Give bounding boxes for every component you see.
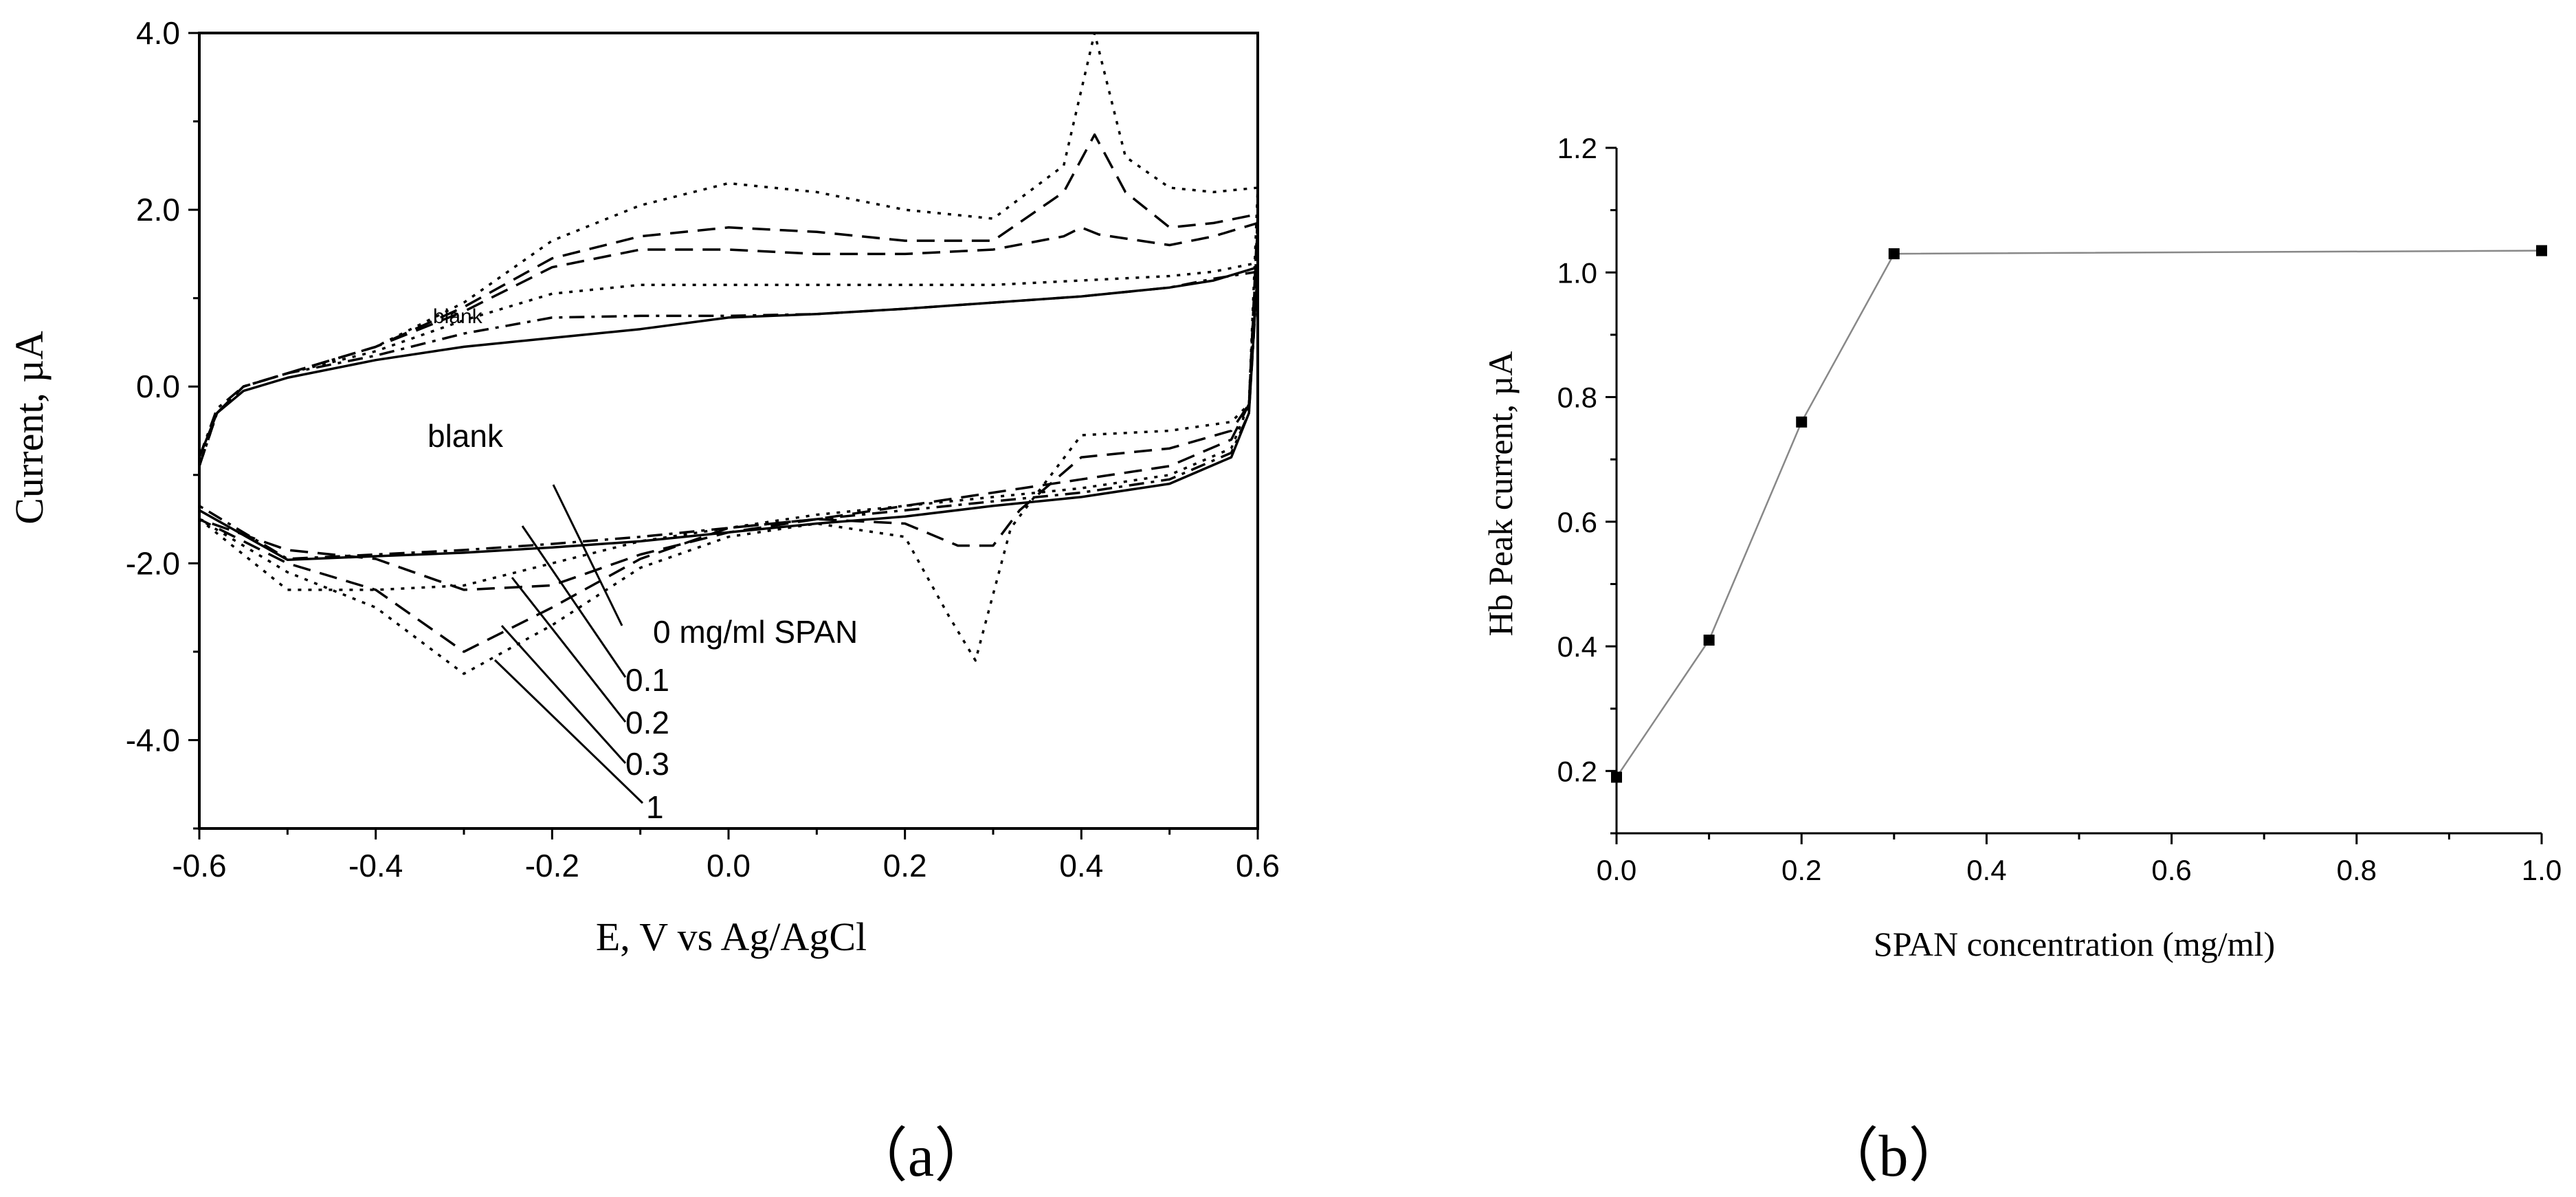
peak-series [1611,245,2547,783]
cv-x-tick-label: -0.2 [525,848,579,883]
peak-data-point [1611,771,1622,783]
peak-y-tick-label: 0.6 [1557,506,1597,538]
cv-x-axis-title: E, V vs Ag/AgCl [596,914,867,959]
peak-current-chart-panel-b: 0.0 0.2 0.4 0.6 0.8 1.0 0.2 0.4 0.6 0.8 1.0 1.2 SPA… [1481,132,2562,963]
cv-y-tick-label: -4.0 [126,722,180,758]
cv-curve-2 [198,261,1259,591]
peak-data-point [2536,245,2547,256]
cv-curve-4 [198,133,1259,653]
cv-plot-area [198,32,1259,830]
peak-x-axis-title: SPAN concentration (mg/ml) [1874,925,2275,963]
leader-0.1 [521,525,627,678]
label-0.1: 0.1 [625,662,669,698]
caption-b: （b） [1820,1123,1968,1189]
cv-x-tick-label: -0.4 [348,848,403,883]
cv-x-tick-label: 0.6 [1236,848,1280,883]
cv-curves [198,32,1259,675]
peak-data-point [1796,416,1808,428]
peak-connecting-line [1615,250,2542,778]
caption-a: （a） [849,1123,993,1189]
cv-y-tick-label: -2.0 [126,545,180,581]
label-1: 1 [646,789,664,825]
leader-1 [493,659,644,804]
peak-axis-ticks: 0.0 0.2 0.4 0.6 0.8 1.0 0.2 0.4 0.6 0.8 1.0 1.2 [1557,132,2562,886]
peak-y-tick-label: 1.0 [1557,256,1597,289]
annotation-leader-lines [493,484,644,804]
peak-x-tick-label: 0.4 [1966,854,2006,886]
cv-axis-ticks: -0.6 -0.4 -0.2 0.0 0.2 0.4 0.6 -4.0 -2.0 0.0 2.0 4.… [126,15,1280,883]
label-0-mg-ml-span: 0 mg/ml SPAN [653,614,858,650]
peak-x-tick-label: 0.8 [2337,854,2377,886]
leader-0.2 [511,577,627,723]
cv-x-tick-label: 0.4 [1059,848,1103,883]
peak-x-tick-label: 1.0 [2522,854,2562,886]
cv-y-tick-label: 0.0 [136,369,180,404]
cv-y-axis-title: Current, µA [7,331,52,525]
cv-axes-frame [198,32,1259,830]
peak-y-tick-label: 1.2 [1557,132,1597,164]
leader-0 [552,484,623,626]
cv-curve-0 [198,265,1259,561]
cv-x-tick-label: -0.6 [172,848,226,883]
cv-curve-3 [198,221,1259,591]
peak-x-tick-label: 0.2 [1781,854,1821,886]
peak-y-tick-label: 0.4 [1557,630,1597,663]
blank-label-large: blank [428,418,504,454]
cv-x-tick-label: 0.2 [883,848,927,883]
peak-data-point [1888,248,1900,260]
cv-y-tick-label: 4.0 [136,15,180,51]
peak-x-tick-label: 0.6 [2151,854,2191,886]
peak-x-tick-label: 0.0 [1597,854,1636,886]
label-0.3: 0.3 [625,746,669,782]
leader-0.3 [500,624,627,765]
cv-y-tick-label: 2.0 [136,192,180,228]
cv-chart-panel-a: -0.6 -0.4 -0.2 0.0 0.2 0.4 0.6 -4.0 -2.0 0.0 2.0 4.… [7,15,1280,959]
blank-label-small: blank [433,305,483,328]
cv-curve-5 [198,32,1259,675]
peak-data-point [1703,635,1715,646]
peak-y-axis-title: Hb Peak current, µA [1481,351,1520,637]
peak-y-tick-label: 0.8 [1557,382,1597,414]
cv-x-tick-label: 0.0 [707,848,751,883]
peak-y-tick-label: 0.2 [1557,755,1597,787]
label-0.2: 0.2 [625,705,669,740]
cv-annotations: blank blank 0 mg/ml SPAN 0.1 0.2 0.3 1 [428,305,858,825]
cv-curve-1 [198,270,1259,560]
